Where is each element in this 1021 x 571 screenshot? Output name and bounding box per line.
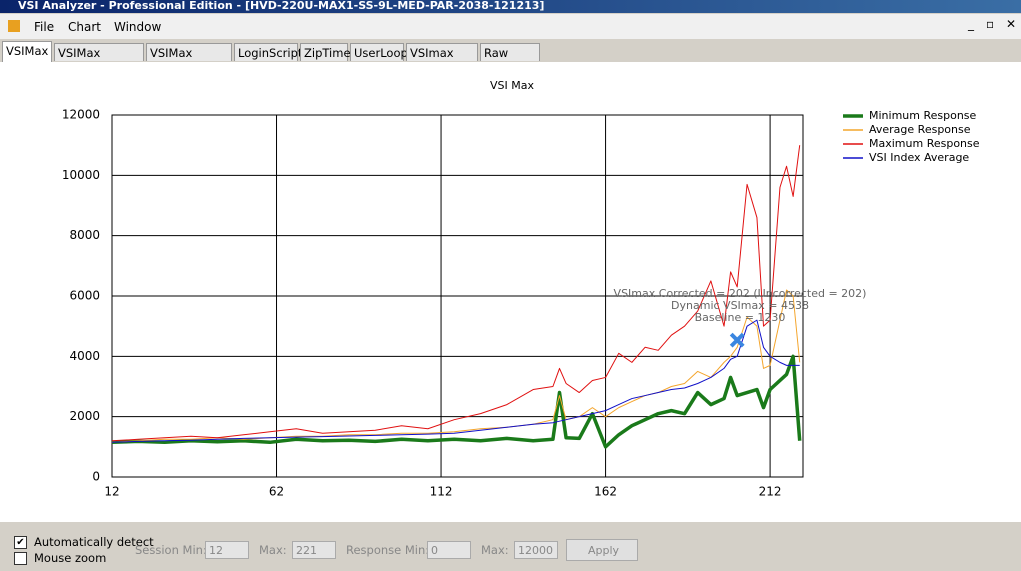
minimize-button[interactable]: _: [968, 17, 974, 31]
series-line: [111, 145, 801, 442]
text-field[interactable]: 0: [427, 541, 471, 559]
annotation: Baseline = 1230: [695, 311, 786, 324]
text-field[interactable]: 12000: [514, 541, 558, 559]
y-tick-label: 12000: [62, 108, 100, 122]
y-tick-label: 6000: [69, 289, 100, 303]
checkbox[interactable]: ✔: [14, 536, 27, 549]
checkbox-label: Mouse zoom: [34, 551, 107, 565]
annotation: Dynamic VSImax = 4538: [671, 299, 809, 312]
close-button[interactable]: ✕: [1006, 17, 1017, 31]
menu-item[interactable]: Chart: [68, 20, 101, 34]
series-line: [111, 319, 800, 443]
app-icon: [8, 20, 20, 32]
tab[interactable]: Raw Data: [480, 43, 540, 78]
y-tick-label: 10000: [62, 168, 100, 182]
legend-label: Minimum Response: [869, 109, 977, 122]
field-label: Response Min:: [346, 543, 430, 557]
tab[interactable]: VSImax Data: [406, 43, 478, 78]
y-tick-label: 8000: [69, 228, 100, 242]
field-label: Max:: [481, 543, 509, 557]
chart-title: VSI Max: [490, 79, 534, 92]
text-field[interactable]: 12: [205, 541, 249, 559]
menu-item[interactable]: Window: [114, 20, 162, 34]
vsimax-marker: [729, 332, 745, 348]
annotation: VSImax Corrected = 202 (Uncorrected = 20…: [614, 287, 867, 300]
checkbox-label: Automatically detect: [34, 535, 154, 549]
y-tick-label: 4000: [69, 349, 100, 363]
x-tick-label: 62: [269, 485, 284, 499]
series-line: [111, 289, 801, 443]
chart-background: [0, 62, 1021, 522]
legend-label: Maximum Response: [869, 137, 980, 150]
tab[interactable]: LoginScript: [234, 43, 302, 61]
legend-label: VSI Index Average: [869, 151, 969, 164]
text-field[interactable]: 221: [292, 541, 336, 559]
window-title: VSI Analyzer - Professional Edition - [H…: [0, 0, 1021, 13]
tab[interactable]: VSIMax: [2, 41, 52, 62]
tab[interactable]: ZipTimer: [300, 43, 355, 61]
tab[interactable]: UserLoop: [350, 43, 408, 61]
checkbox[interactable]: [14, 552, 27, 565]
legend-label: Average Response: [869, 123, 971, 136]
tab[interactable]: VSIMax Detailed: [54, 43, 144, 78]
plot-frame: [111, 114, 804, 478]
field-label: Max:: [259, 543, 287, 557]
apply-button[interactable]: Apply: [566, 539, 638, 561]
x-tick-label: 212: [759, 485, 782, 499]
field-label: Session Min:: [135, 543, 207, 557]
restore-button[interactable]: ▫: [986, 17, 995, 31]
chart: VSI Max 0 2000 4000 6000 8000 10000 12000 12 62 11…: [0, 62, 1021, 522]
y-tick-label: 2000: [69, 409, 100, 423]
x-tick-label: 162: [594, 485, 617, 499]
y-tick-label: 0: [92, 470, 100, 484]
menu-bar: File Chart Window _ ▫ ✕: [0, 14, 1021, 39]
x-tick-label: 12: [104, 485, 119, 499]
x-tick-label: 112: [430, 485, 453, 499]
series-line: [111, 354, 802, 449]
tab[interactable]: VSIMax Scatter: [146, 43, 232, 78]
menu-item[interactable]: File: [34, 20, 55, 34]
